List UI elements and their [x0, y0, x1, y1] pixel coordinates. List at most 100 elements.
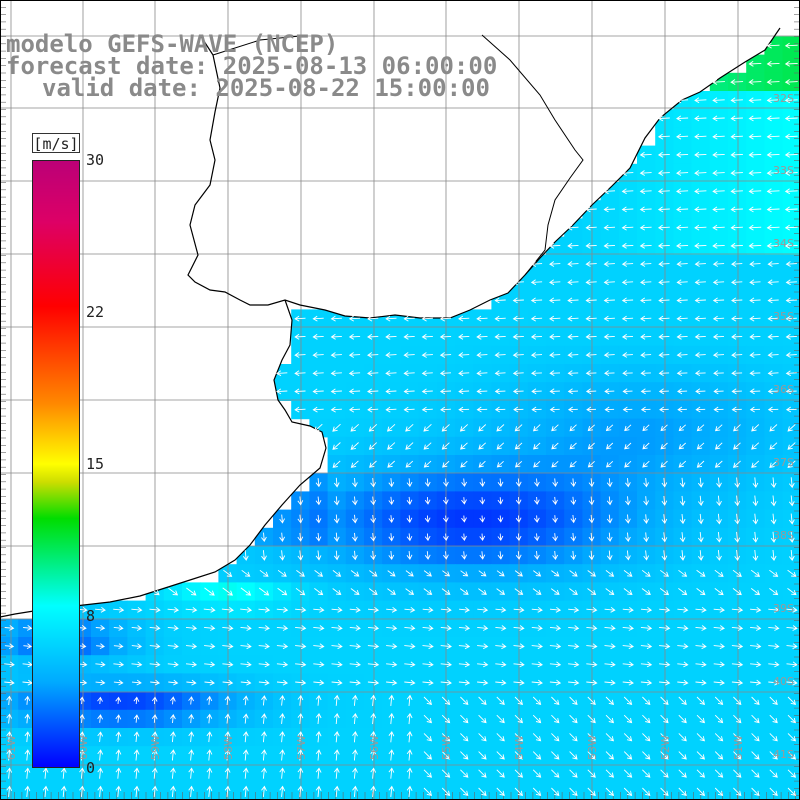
wind-arrow — [713, 388, 724, 395]
wind-arrow — [513, 625, 525, 631]
wind-arrow — [785, 370, 797, 377]
land-area-argentina — [0, 35, 326, 617]
wind-arrow — [349, 661, 361, 668]
wind-arrow — [767, 333, 779, 340]
wind-arrow — [696, 733, 706, 742]
wind-arrow — [24, 695, 31, 705]
wind-arrow — [784, 188, 798, 195]
wind-arrow — [695, 661, 707, 668]
wind-arrow — [223, 569, 233, 577]
wind-arrow — [458, 315, 470, 322]
wind-arrow — [734, 549, 741, 562]
wind-arrow — [676, 242, 689, 249]
lon-label: 58W — [222, 735, 235, 760]
wind-arrow — [785, 315, 797, 322]
wind-arrow — [713, 406, 724, 413]
wind-arrow — [313, 625, 325, 631]
wind-arrow — [622, 661, 634, 668]
wind-arrow — [133, 785, 140, 797]
wind-arrow — [186, 587, 197, 596]
wind-arrow — [658, 279, 670, 286]
wind-arrow — [222, 661, 234, 668]
wind-arrow — [713, 606, 725, 613]
wind-arrow — [515, 478, 522, 487]
wind-arrow — [658, 388, 669, 395]
wind-arrow — [642, 424, 650, 432]
wind-arrow — [567, 224, 579, 231]
wind-arrow — [276, 370, 288, 377]
wind-arrow — [569, 787, 578, 797]
wind-arrow — [331, 625, 343, 631]
wind-vectors — [4, 42, 798, 797]
wind-arrow — [677, 406, 687, 413]
wind-arrow — [748, 242, 762, 249]
wind-arrow — [314, 570, 324, 577]
wind-arrow — [587, 696, 596, 706]
wind-arrow — [768, 606, 780, 613]
wind-arrow — [677, 388, 688, 395]
wind-arrow — [696, 442, 705, 450]
wind-arrow — [766, 151, 780, 158]
wind-arrow — [279, 713, 286, 724]
wind-arrow — [405, 570, 414, 577]
wind-arrow — [605, 424, 614, 432]
wind-arrow — [24, 785, 31, 797]
wind-arrow — [766, 170, 780, 176]
wind-arrow — [585, 279, 597, 286]
wind-arrow — [678, 460, 687, 468]
wind-arrow — [696, 769, 706, 778]
wind-arrow — [712, 315, 725, 322]
wind-arrow — [405, 460, 414, 468]
wind-arrow — [749, 315, 761, 322]
wind-arrow — [641, 588, 651, 596]
wind-arrow — [621, 333, 634, 340]
wind-arrow — [622, 388, 633, 395]
wind-arrow — [713, 643, 725, 650]
wind-arrow — [312, 370, 324, 377]
wind-arrow — [97, 749, 104, 761]
wind-arrow — [641, 569, 651, 577]
wind-arrow — [369, 570, 378, 577]
wind-arrow — [569, 460, 577, 468]
wind-arrow — [185, 643, 198, 650]
wind-arrow — [206, 749, 213, 761]
wind-arrow — [567, 297, 579, 304]
wind-arrow — [604, 406, 615, 413]
wind-arrow — [658, 370, 670, 376]
wind-arrow — [587, 442, 595, 450]
lon-label: 56W — [368, 735, 381, 760]
wind-arrow — [787, 424, 796, 432]
wind-arrow — [387, 588, 396, 595]
wind-arrow — [368, 423, 378, 432]
wind-arrow — [570, 478, 577, 488]
wind-arrow — [294, 370, 306, 377]
wind-arrow — [388, 478, 395, 488]
wind-arrow — [370, 694, 377, 706]
wind-arrow — [657, 151, 670, 158]
wind-arrow — [386, 606, 398, 613]
wind-arrow — [151, 731, 158, 743]
wind-arrow — [168, 679, 179, 686]
wind-arrow — [240, 587, 252, 596]
wind-arrow — [442, 533, 449, 542]
wind-arrow — [513, 406, 524, 413]
wind-arrow — [587, 751, 596, 760]
speed-cell — [782, 691, 800, 711]
wind-arrow — [441, 442, 450, 450]
title-valid-date: valid date: 2025-08-22 15:00:00 — [42, 74, 490, 102]
wind-arrow — [258, 679, 270, 686]
wind-arrow — [422, 606, 434, 613]
wind-arrow — [188, 767, 195, 779]
wind-arrow — [679, 477, 686, 488]
wind-arrow — [42, 785, 49, 797]
wind-arrow — [313, 643, 325, 650]
wind-arrow — [387, 460, 396, 468]
wind-arrow — [657, 224, 670, 231]
wind-arrow — [494, 352, 506, 358]
wind-arrow — [188, 696, 195, 705]
wind-arrow — [678, 442, 687, 450]
wind-arrow — [676, 315, 688, 322]
wind-arrow — [440, 606, 452, 613]
wind-arrow — [333, 785, 340, 797]
wind-arrow — [279, 731, 286, 743]
